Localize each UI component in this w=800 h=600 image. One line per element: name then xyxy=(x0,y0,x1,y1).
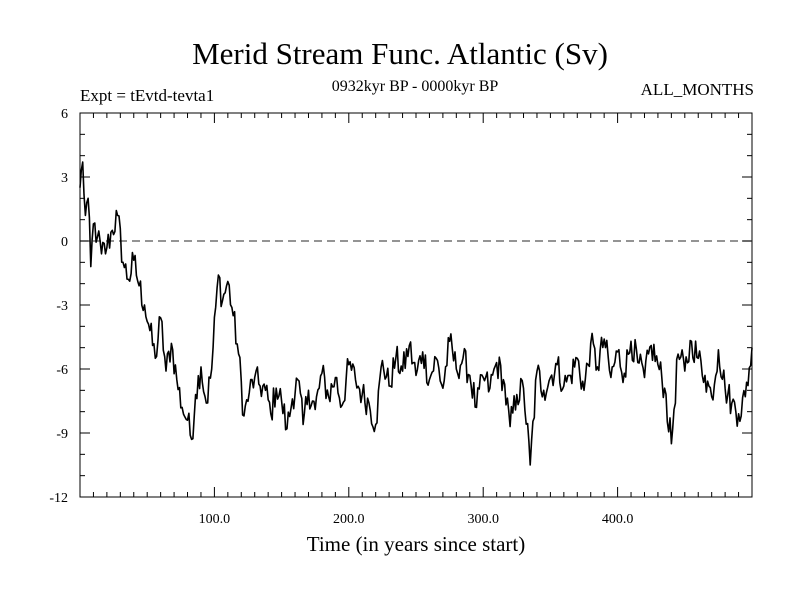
y-tick-label: -9 xyxy=(56,427,68,442)
time-period-label: 0932kyr BP - 0000kyr BP xyxy=(331,78,499,95)
plot-frame xyxy=(79,112,753,498)
x-tick-label: 100.0 xyxy=(199,512,231,527)
chart-title: Merid Stream Func. Atlantic (Sv) xyxy=(192,36,608,71)
y-tick-label: -6 xyxy=(56,363,68,378)
x-axis-label: Time (in years since start) xyxy=(306,532,526,556)
series-line-amoc xyxy=(79,161,753,466)
x-tick-label: 200.0 xyxy=(333,512,365,527)
y-tick-label: 6 xyxy=(61,107,68,122)
months-label: ALL_MONTHS xyxy=(640,80,754,99)
y-tick-label: 0 xyxy=(61,235,68,250)
x-tick-label: 400.0 xyxy=(602,512,634,527)
y-tick-label: 3 xyxy=(61,171,68,186)
y-tick-label: -3 xyxy=(56,299,68,314)
y-tick-label: -12 xyxy=(49,491,68,506)
experiment-label: Expt = tEvtd-tevta1 xyxy=(80,86,215,105)
x-tick-label: 300.0 xyxy=(467,512,499,527)
